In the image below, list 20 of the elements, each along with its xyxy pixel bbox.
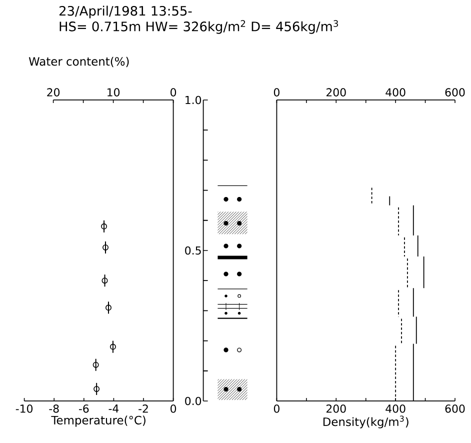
chart-subtitle: HS= 0.715m HW= 326kg/m$^{2}$ D= 456kg/m$^{3}$ <box>60 20 338 34</box>
chart-title: 23/April/1981 13:55- <box>59 6 192 18</box>
x-tick-label: 600 <box>445 88 465 96</box>
x-tick-label: -2 <box>138 404 148 413</box>
x2-tick-label: 10 <box>108 88 120 96</box>
x-tick-label: 0 <box>274 88 280 96</box>
x-tick-label: -4 <box>108 404 119 412</box>
x2-tick-label: 20 <box>47 88 60 96</box>
x-axis-title: Density(kg/m$^{3}$) <box>323 416 408 428</box>
x-tick-label: 0 <box>170 404 176 413</box>
x2-axis-title: Water content(%) <box>28 56 129 68</box>
y-tick-label: 0.5 <box>185 246 201 255</box>
x-tick-label: -8 <box>49 404 59 413</box>
y-tick-label: 0.0 <box>185 396 202 406</box>
x-tick-label: 400 <box>386 88 406 96</box>
x-tick-label: 200 <box>326 88 346 96</box>
y-tick-label: 1.0 <box>186 96 202 104</box>
x-axis-title: Temperature(°C) <box>51 416 146 427</box>
x-tick-label: -10 <box>16 404 33 413</box>
x-tick-label: -6 <box>78 404 89 413</box>
